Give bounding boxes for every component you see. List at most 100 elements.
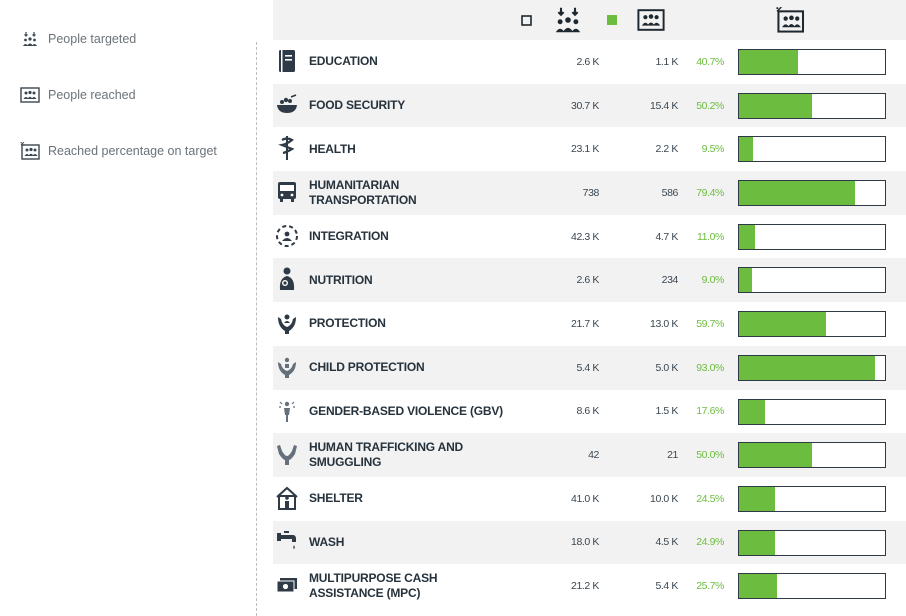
- table-row: HEALTH 23.1 K 2.2 K 9.5%: [273, 127, 906, 171]
- percentage-value: 93.0%: [696, 361, 724, 374]
- progress-bar-fill: [739, 443, 812, 468]
- percentage-value: 17.6%: [696, 405, 724, 418]
- sector-table: EDUCATION 2.6 K 1.1 K 40.7% FOOD SECURITY 30.…: [273, 0, 906, 608]
- category-label: HUMAN TRAFFICKING AND SMUGGLING: [309, 440, 464, 470]
- progress-bar: [738, 442, 886, 469]
- people-targeted-icon: [20, 30, 40, 48]
- progress-bar: [738, 398, 886, 425]
- progress-bar: [738, 573, 886, 600]
- category-label: WASH: [309, 534, 345, 549]
- people-reached-icon: [637, 6, 665, 34]
- trafficking-icon: [275, 441, 299, 467]
- reached-value: 4.7 K: [655, 230, 678, 243]
- percentage-value: 40.7%: [696, 55, 724, 68]
- gbv-icon: [275, 398, 299, 424]
- percentage-value: 9.5%: [701, 143, 725, 156]
- legend-item-percentage: Reached percentage on target: [20, 142, 255, 160]
- reached-value: 586: [661, 186, 679, 199]
- reached-value: 1.1 K: [655, 55, 678, 68]
- category-label: FOOD SECURITY: [309, 98, 406, 113]
- nutrition-icon: [275, 266, 299, 292]
- bowl-icon: [275, 92, 299, 118]
- table-row: PROTECTION 21.7 K 13.0 K 59.7%: [273, 302, 906, 346]
- targeted-value: 2.6 K: [576, 274, 599, 287]
- targeted-value: 42: [588, 449, 599, 462]
- people-reached-icon: [20, 86, 40, 104]
- progress-bar: [738, 92, 886, 119]
- tap-icon: [275, 529, 299, 555]
- reached-value: 15.4 K: [650, 99, 678, 112]
- targeted-value: 41.0 K: [571, 492, 599, 505]
- category-label: SHELTER: [309, 491, 363, 506]
- green-square-icon: [607, 6, 617, 34]
- legend-label: People targeted: [48, 32, 137, 46]
- reached-value: 5.0 K: [655, 361, 678, 374]
- table-row: HUMAN TRAFFICKING AND SMUGGLING 42 21 50.0%: [273, 433, 906, 477]
- percentage-value: 79.4%: [696, 186, 724, 199]
- progress-bar: [738, 267, 886, 294]
- table-row: EDUCATION 2.6 K 1.1 K 40.7%: [273, 40, 906, 84]
- targeted-value: 8.6 K: [576, 405, 599, 418]
- category-label: NUTRITION: [309, 272, 373, 287]
- table-header: [273, 0, 906, 40]
- book-icon: [275, 48, 299, 74]
- table-row: NUTRITION 2.6 K 234 9.0%: [273, 258, 906, 303]
- percentage-value: 11.0%: [697, 230, 724, 243]
- progress-bar-fill: [739, 312, 827, 337]
- percentage-value: 50.2%: [696, 99, 724, 112]
- integration-icon: [275, 223, 299, 249]
- progress-bar-fill: [739, 355, 875, 380]
- reached-value: 21: [667, 449, 678, 462]
- targeted-value: 23.1 K: [571, 143, 599, 156]
- percentage-value: 50.0%: [696, 449, 724, 462]
- shelter-icon: [275, 485, 299, 511]
- table-row: INTEGRATION 42.3 K 4.7 K 11.0%: [273, 215, 906, 259]
- progress-bar: [738, 529, 886, 556]
- reached-value: 5.4 K: [655, 580, 678, 593]
- protection-icon: [275, 310, 299, 336]
- reached-value: 1.5 K: [655, 405, 678, 418]
- progress-bar-fill: [739, 50, 799, 74]
- progress-bar-fill: [739, 181, 855, 206]
- legend-item-targeted: People targeted: [20, 30, 255, 48]
- reached-value: 13.0 K: [650, 317, 678, 330]
- people-targeted-icon: [554, 6, 582, 34]
- percentage-value: 25.7%: [696, 580, 724, 593]
- progress-bar: [738, 223, 886, 250]
- percentage-value: 59.7%: [696, 317, 724, 330]
- category-label: MULTIPURPOSE CASH ASSISTANCE (MPC): [309, 571, 438, 601]
- bus-icon: [275, 179, 299, 205]
- category-label: GENDER-BASED VIOLENCE (GBV): [309, 403, 503, 418]
- reached-percentage-icon: [775, 6, 805, 34]
- legend-item-reached: People reached: [20, 86, 255, 104]
- targeted-value: 42.3 K: [571, 230, 599, 243]
- table-row: SHELTER 41.0 K 10.0 K 24.5%: [273, 477, 906, 521]
- targeted-value: 21.2 K: [571, 580, 599, 593]
- progress-bar: [738, 49, 886, 75]
- caduceus-icon: [275, 135, 299, 161]
- progress-bar-fill: [739, 486, 775, 511]
- progress-bar: [738, 180, 886, 207]
- targeted-value: 2.6 K: [576, 55, 599, 68]
- category-label: CHILD PROTECTION: [309, 360, 425, 375]
- percentage-value: 24.5%: [696, 492, 724, 505]
- progress-bar-fill: [739, 93, 813, 118]
- percentage-value: 24.9%: [696, 536, 724, 549]
- percentage-value: 9.0%: [701, 274, 725, 287]
- category-label: EDUCATION: [309, 54, 378, 69]
- child-protection-icon: [275, 354, 299, 380]
- category-label: PROTECTION: [309, 316, 386, 331]
- reached-value: 4.5 K: [655, 536, 678, 549]
- targeted-value: 738: [582, 186, 600, 199]
- progress-bar-fill: [739, 574, 777, 599]
- progress-bar-fill: [739, 530, 776, 555]
- progress-bar: [738, 136, 886, 163]
- category-label: INTEGRATION: [309, 229, 389, 244]
- table-row: FOOD SECURITY 30.7 K 15.4 K 50.2%: [273, 83, 906, 128]
- progress-bar: [738, 485, 886, 512]
- divider: [256, 42, 257, 616]
- legend-label: People reached: [48, 88, 136, 102]
- targeted-value: 5.4 K: [576, 361, 599, 374]
- reached-value: 2.2 K: [655, 143, 678, 156]
- progress-bar-fill: [739, 224, 756, 249]
